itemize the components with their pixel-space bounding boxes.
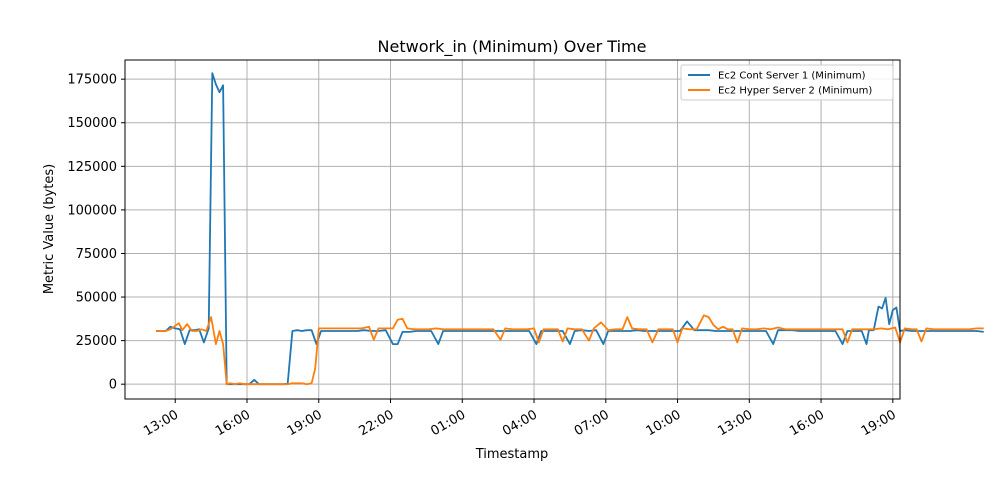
y-tick-label: 0 <box>109 378 117 393</box>
y-tick-label: 25000 <box>76 334 117 349</box>
y-tick-label: 75000 <box>76 247 117 262</box>
chart-title: Network_in (Minimum) Over Time <box>378 37 647 57</box>
plot-frame <box>124 59 901 400</box>
x-axis-title: Timestamp <box>475 447 549 462</box>
y-tick-label: 50000 <box>76 291 117 306</box>
y-tick-label: 175000 <box>67 73 117 88</box>
series-line-1 <box>156 72 984 386</box>
legend-box <box>680 64 894 101</box>
grid-lines <box>125 60 900 399</box>
legend: Ec2 Cont Server 1 (Minimum) Ec2 Hyper Se… <box>680 64 894 101</box>
legend-label-series-2: Ec2 Hyper Server 2 (Minimum) <box>718 86 872 97</box>
y-tick-label: 150000 <box>67 116 117 131</box>
y-tick-label: 125000 <box>67 160 117 175</box>
y-axis-title: Metric Value (bytes) <box>42 164 57 294</box>
series-line-2 <box>156 314 984 386</box>
y-tick-label: 100000 <box>67 203 117 218</box>
series-lines <box>156 72 984 386</box>
legend-label-series-1: Ec2 Cont Server 1 (Minimum) <box>718 71 866 82</box>
